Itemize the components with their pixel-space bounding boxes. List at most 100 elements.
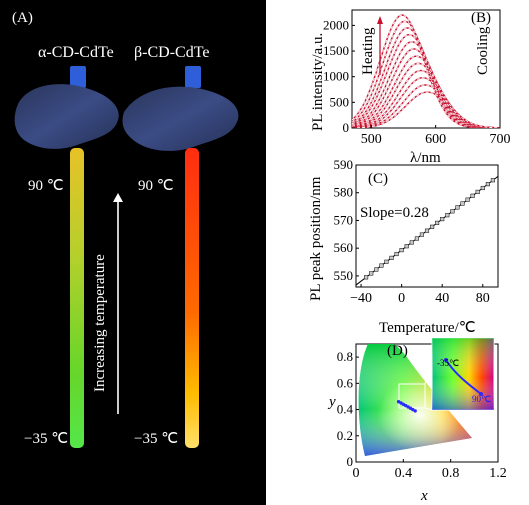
d-ytick-label-1: 0.2 (337, 428, 353, 443)
panel-d: -35℃ 90℃ (D) y x 0 0.4 0.8 1.2 0 0.2 0.4 0.6 0.8 (327, 337, 507, 504)
cie-inset: -35℃ 90℃ (431, 337, 495, 411)
cooling-label: Cooling (475, 26, 491, 75)
b-ytick-label-4: 2000 (323, 17, 349, 32)
panel-d-label: (D) (387, 343, 408, 359)
peak-point-18 (455, 205, 460, 210)
panel-a: (A) α-CD-CdTe β-CD-CdTe 90 ℃ 90 ℃ −35 ℃ … (0, 0, 266, 505)
panel-b-axes: 500 600 700 0 500 1000 1500 2000 (323, 17, 511, 147)
glove-right (122, 86, 239, 151)
panel-b-label: (B) (471, 10, 491, 26)
peak-point-16 (445, 213, 450, 218)
heating-label: Heating (360, 27, 376, 75)
heating-arrow-head (377, 16, 383, 24)
panel-c-label: (C) (368, 171, 388, 187)
peak-point-25 (490, 178, 495, 183)
temp-label-right-bottom: −35 ℃ (134, 431, 178, 447)
tube-cap-left (70, 66, 86, 88)
sample-label-left: α-CD-CdTe (38, 44, 114, 61)
glove-left (14, 84, 119, 149)
peak-point-10 (414, 236, 419, 241)
peak-point-20 (465, 197, 470, 202)
peak-point-15 (440, 217, 445, 222)
panel-d-xlabel: x (420, 488, 428, 504)
peak-point-22 (475, 189, 480, 194)
spectrum-cooling-10 (352, 84, 500, 128)
peak-point-21 (470, 193, 475, 198)
tube-cap-right (185, 66, 201, 88)
peak-point-4 (384, 259, 389, 264)
peak-point-1 (369, 271, 374, 276)
d-ytick-label-2: 0.4 (337, 402, 354, 417)
inset-connector-2 (424, 407, 433, 411)
slope-label: Slope=0.28 (360, 205, 429, 221)
peak-point-6 (394, 251, 399, 257)
d-ytick-label-0: 0 (347, 454, 354, 469)
peak-point-0 (364, 275, 369, 280)
peak-point-3 (379, 263, 384, 268)
peak-point-5 (389, 255, 394, 260)
panel-d-ylabel: y (327, 394, 336, 410)
increase-arrow-head (113, 193, 123, 202)
spectrum-cooling-7 (352, 62, 500, 128)
panel-a-label: (A) (12, 10, 33, 26)
panel-c-axes: −40 0 40 80 550 560 570 580 590 (334, 157, 490, 306)
c-xtick-label-1: 0 (398, 291, 405, 306)
peak-point-7 (399, 248, 404, 253)
b-ytick-label-1: 500 (330, 94, 350, 109)
peak-point-2 (374, 267, 379, 272)
spectra-group (352, 14, 500, 128)
d-ytick-label-3: 0.6 (337, 375, 354, 390)
panel-c: (C) Slope=0.28 PL peak position/nm Tempe… (308, 157, 499, 336)
c-ytick-label-0: 550 (334, 268, 354, 283)
c-xtick-label-0: −40 (350, 291, 372, 306)
temp-label-right-top: 90 ℃ (138, 178, 174, 194)
d-xtick-label-1: 0.4 (395, 466, 413, 481)
sample-label-right: β-CD-CdTe (134, 44, 209, 61)
peak-points-group (356, 175, 498, 286)
b-ytick-label-3: 1500 (323, 43, 349, 58)
cie-points-group (396, 400, 417, 413)
inset-high-label: 90℃ (472, 394, 491, 404)
peak-point-14 (435, 220, 440, 225)
peak-point-13 (430, 224, 435, 229)
spectrum-cooling-9 (352, 77, 500, 128)
panel-b-xlabel: λ/nm (410, 150, 441, 166)
peak-point-17 (450, 209, 455, 214)
b-xtick-label-2: 700 (490, 132, 511, 147)
d-ytick-label-4: 0.8 (337, 349, 353, 364)
inset-trajectory (445, 359, 482, 395)
c-ytick-label-2: 570 (334, 212, 354, 227)
inset-connector-1 (424, 351, 433, 385)
panel-d-axes: 0 0.4 0.8 1.2 0 0.2 0.4 0.6 0.8 (337, 349, 507, 481)
peak-point-8 (404, 244, 409, 249)
inset-start-point (444, 358, 448, 362)
temp-label-left-top: 90 ℃ (28, 178, 64, 194)
peak-point-19 (460, 201, 465, 206)
temp-label-left-bottom: −35 ℃ (24, 431, 68, 447)
peak-point-9 (409, 240, 414, 245)
b-ytick-label-2: 1000 (323, 69, 349, 84)
panel-c-xlabel: Temperature/℃ (379, 320, 476, 336)
d-xtick-label-3: 1.2 (489, 466, 507, 481)
c-ytick-label-4: 590 (334, 157, 354, 172)
c-ytick-label-1: 560 (334, 240, 354, 255)
peak-point-23 (480, 185, 485, 191)
c-ytick-label-3: 580 (334, 185, 354, 200)
inset-end-point (479, 392, 483, 396)
peak-point-24 (485, 182, 490, 187)
panel-b-ylabel: PL intensity/a.u. (310, 33, 326, 131)
tube-left (70, 148, 84, 448)
panel-a-background (0, 0, 266, 505)
panel-c-ylabel: PL peak position/nm (308, 176, 324, 301)
inset-low-label: -35℃ (437, 358, 459, 368)
c-xtick-label-2: 40 (435, 291, 449, 306)
d-xtick-label-0: 0 (353, 466, 360, 481)
cooling-arrow-head (463, 22, 469, 30)
d-xtick-label-2: 0.8 (442, 466, 460, 481)
peak-point-12 (424, 228, 430, 233)
peak-point-11 (419, 232, 424, 237)
panel-b: (B) Heating Cooling PL intensity/a.u. λ/… (310, 9, 511, 166)
cie-point-7 (413, 409, 417, 413)
b-ytick-label-0: 0 (343, 120, 350, 135)
